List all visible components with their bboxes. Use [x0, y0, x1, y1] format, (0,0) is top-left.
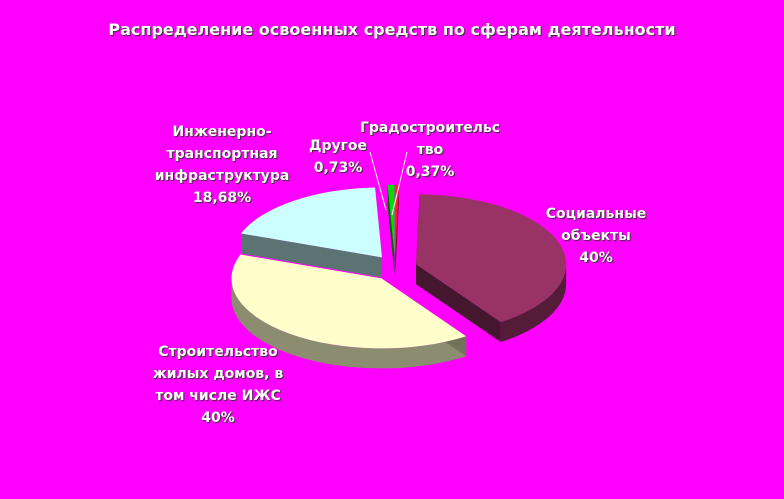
slice-wall — [240, 233, 382, 278]
slice-label: Социальные объекты — [545, 206, 647, 244]
slice-label: Другое — [308, 138, 368, 154]
slice-side — [231, 278, 467, 369]
slice-wall — [387, 184, 395, 275]
slice-label: Инженерно- транспортная инфраструктура — [154, 124, 290, 184]
value-label: 18,68% — [192, 190, 252, 206]
slice — [387, 184, 395, 255]
slice-side — [500, 264, 567, 343]
value-label: 0,73% — [313, 160, 363, 176]
chart-title: Распределение освоенных средств по сфера… — [108, 20, 676, 39]
slice-label: Градостроительс тво — [359, 120, 501, 158]
value-label: 0,37% — [405, 164, 455, 180]
value-label: 40% — [579, 250, 613, 266]
slice — [231, 254, 467, 349]
leader-line — [369, 151, 387, 211]
slice — [395, 184, 399, 255]
slice-wall — [395, 184, 399, 275]
slice-wall — [416, 264, 501, 343]
leader-line — [391, 151, 408, 216]
slice — [416, 194, 567, 323]
value-label: 40% — [201, 410, 235, 426]
slice — [240, 187, 382, 258]
slice-label: Строительство жилых домов, в том числе И… — [152, 344, 284, 404]
